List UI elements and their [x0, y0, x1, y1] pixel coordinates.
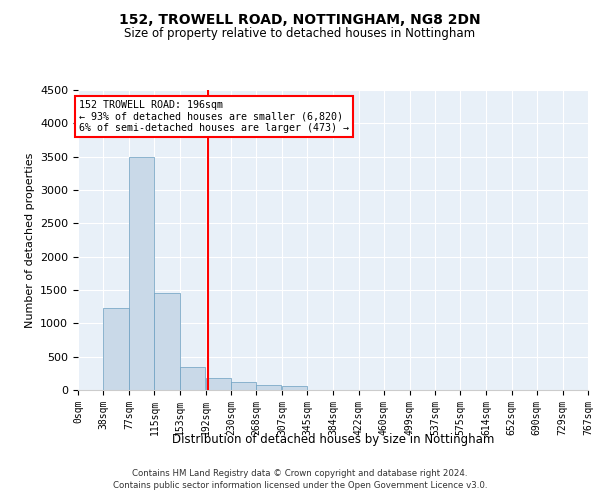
Text: Contains HM Land Registry data © Crown copyright and database right 2024.: Contains HM Land Registry data © Crown c…: [132, 468, 468, 477]
Bar: [129, 156, 154, 390]
Bar: [231, 382, 256, 390]
Text: Distribution of detached houses by size in Nottingham: Distribution of detached houses by size …: [172, 432, 494, 446]
Bar: [103, 308, 128, 390]
Text: 152 TROWELL ROAD: 196sqm
← 93% of detached houses are smaller (6,820)
6% of semi: 152 TROWELL ROAD: 196sqm ← 93% of detach…: [79, 100, 349, 133]
Bar: [256, 384, 281, 390]
Bar: [282, 386, 307, 390]
Y-axis label: Number of detached properties: Number of detached properties: [25, 152, 35, 328]
Bar: [180, 366, 205, 390]
Text: Size of property relative to detached houses in Nottingham: Size of property relative to detached ho…: [124, 28, 476, 40]
Text: Contains public sector information licensed under the Open Government Licence v3: Contains public sector information licen…: [113, 481, 487, 490]
Text: 152, TROWELL ROAD, NOTTINGHAM, NG8 2DN: 152, TROWELL ROAD, NOTTINGHAM, NG8 2DN: [119, 12, 481, 26]
Bar: [206, 378, 231, 390]
Bar: [154, 294, 180, 390]
